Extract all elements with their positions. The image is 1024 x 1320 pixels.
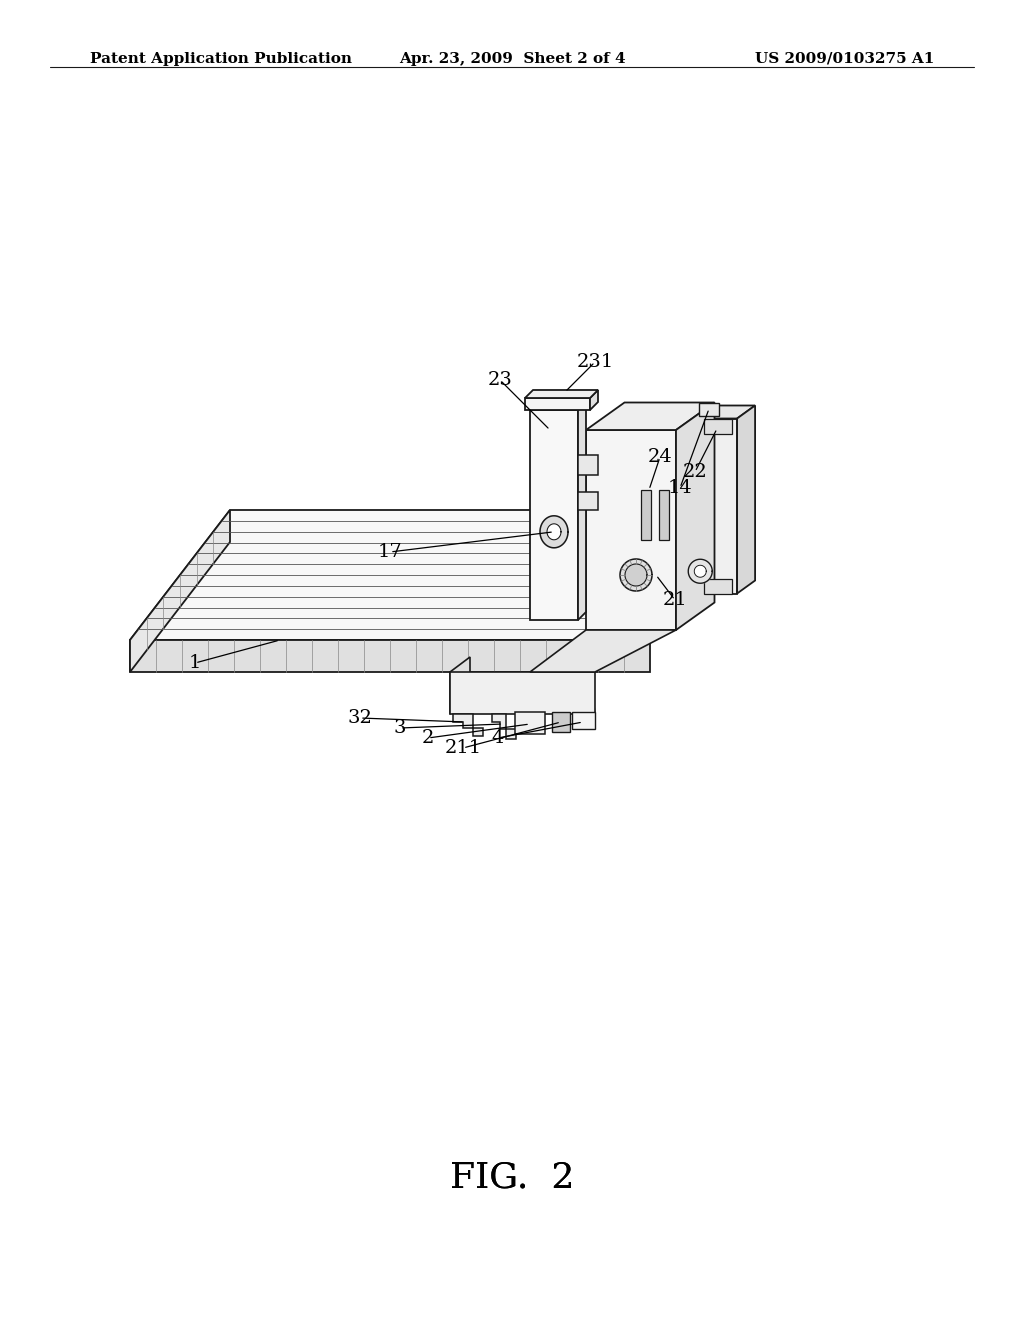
Text: FIG.  2: FIG. 2	[450, 1162, 574, 1195]
Polygon shape	[530, 411, 578, 620]
Polygon shape	[578, 492, 598, 510]
Polygon shape	[620, 558, 652, 591]
Text: 24: 24	[647, 447, 673, 466]
Polygon shape	[530, 403, 586, 411]
Text: 23: 23	[487, 371, 512, 389]
Polygon shape	[659, 490, 669, 540]
Polygon shape	[530, 630, 676, 672]
Polygon shape	[525, 399, 590, 411]
Polygon shape	[699, 405, 755, 418]
Polygon shape	[450, 672, 595, 714]
Polygon shape	[492, 714, 516, 739]
Text: 14: 14	[668, 479, 692, 498]
Polygon shape	[694, 565, 707, 577]
Text: 4: 4	[492, 729, 504, 747]
Polygon shape	[525, 389, 598, 399]
Text: 3: 3	[394, 719, 407, 737]
Polygon shape	[699, 403, 719, 416]
Polygon shape	[515, 711, 545, 734]
Polygon shape	[688, 560, 713, 583]
Text: 231: 231	[577, 352, 613, 371]
Polygon shape	[547, 524, 561, 540]
Polygon shape	[450, 657, 470, 714]
Text: 21: 21	[663, 591, 687, 609]
Polygon shape	[699, 418, 737, 594]
Text: 2: 2	[422, 729, 434, 747]
Polygon shape	[705, 418, 732, 433]
Text: 32: 32	[347, 709, 373, 727]
Text: 1: 1	[188, 653, 201, 672]
Polygon shape	[590, 389, 598, 411]
Polygon shape	[578, 403, 586, 620]
Text: FIG.  2: FIG. 2	[450, 1160, 574, 1195]
Text: 22: 22	[683, 463, 708, 480]
Polygon shape	[453, 714, 483, 737]
Polygon shape	[130, 640, 650, 672]
Polygon shape	[130, 510, 230, 672]
Polygon shape	[676, 403, 715, 630]
Polygon shape	[572, 711, 595, 729]
Text: US 2009/0103275 A1: US 2009/0103275 A1	[755, 51, 934, 66]
Polygon shape	[130, 510, 750, 640]
Polygon shape	[625, 564, 647, 586]
Polygon shape	[578, 455, 598, 475]
Polygon shape	[641, 490, 651, 540]
Polygon shape	[540, 516, 568, 548]
Polygon shape	[552, 711, 570, 733]
Polygon shape	[586, 430, 676, 630]
Polygon shape	[705, 578, 732, 594]
Text: 211: 211	[444, 739, 481, 756]
Text: 17: 17	[378, 543, 402, 561]
Polygon shape	[737, 405, 755, 594]
Polygon shape	[586, 403, 715, 430]
Text: Patent Application Publication: Patent Application Publication	[90, 51, 352, 66]
Text: Apr. 23, 2009  Sheet 2 of 4: Apr. 23, 2009 Sheet 2 of 4	[398, 51, 626, 66]
